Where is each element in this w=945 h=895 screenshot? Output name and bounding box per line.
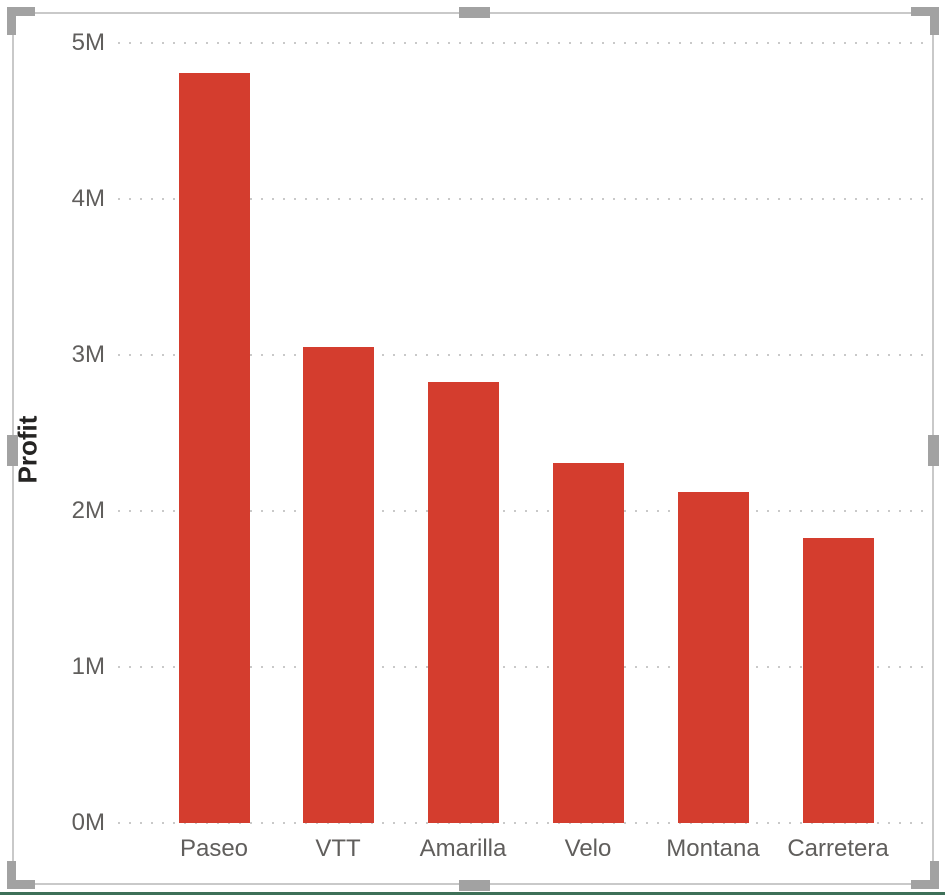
resize-handle-top[interactable] [459, 7, 490, 18]
category-label-amarilla: Amarilla [419, 835, 507, 862]
category-label-montana: Montana [666, 835, 760, 862]
y-tick-label: 0M [71, 809, 105, 836]
y-tick-label: 4M [71, 185, 105, 212]
category-label-vtt: VTT [315, 835, 361, 862]
bar-amarilla[interactable] [427, 381, 499, 823]
resize-handle-right[interactable] [928, 435, 939, 466]
resize-handle-bottom-right[interactable] [911, 861, 939, 889]
category-label-velo: Velo [564, 835, 612, 862]
gridline-1M [118, 666, 930, 668]
y-tick-label: 5M [71, 29, 105, 56]
visual-selection-frame[interactable]: Profit 0M 1M 2M 3M 4M 5M Paseo VTT Amarilla Velo M… [12, 12, 934, 885]
y-tick-label: 2M [71, 497, 105, 524]
resize-handle-bottom[interactable] [459, 880, 490, 891]
bar-paseo[interactable] [178, 72, 250, 823]
gridline-5M [118, 42, 930, 44]
y-tick-label: 1M [71, 653, 105, 680]
resize-handle-bottom-left[interactable] [7, 861, 35, 889]
bar-montana[interactable] [677, 492, 749, 823]
resize-handle-top-right[interactable] [911, 7, 939, 35]
bar-carretera[interactable] [802, 537, 874, 823]
category-label-paseo: Paseo [179, 835, 249, 862]
y-tick-label: 3M [71, 341, 105, 368]
bar-velo[interactable] [552, 462, 624, 823]
gridline-3M [118, 354, 930, 356]
adjacent-element-edge-line [0, 892, 945, 895]
resize-handle-left[interactable] [7, 435, 18, 466]
resize-handle-top-left[interactable] [7, 7, 35, 35]
gridline-2M [118, 510, 930, 512]
gridline-4M [118, 198, 930, 200]
gridline-0M [118, 822, 930, 824]
category-label-carretera: Carretera [787, 835, 889, 862]
bar-vtt[interactable] [302, 347, 374, 823]
